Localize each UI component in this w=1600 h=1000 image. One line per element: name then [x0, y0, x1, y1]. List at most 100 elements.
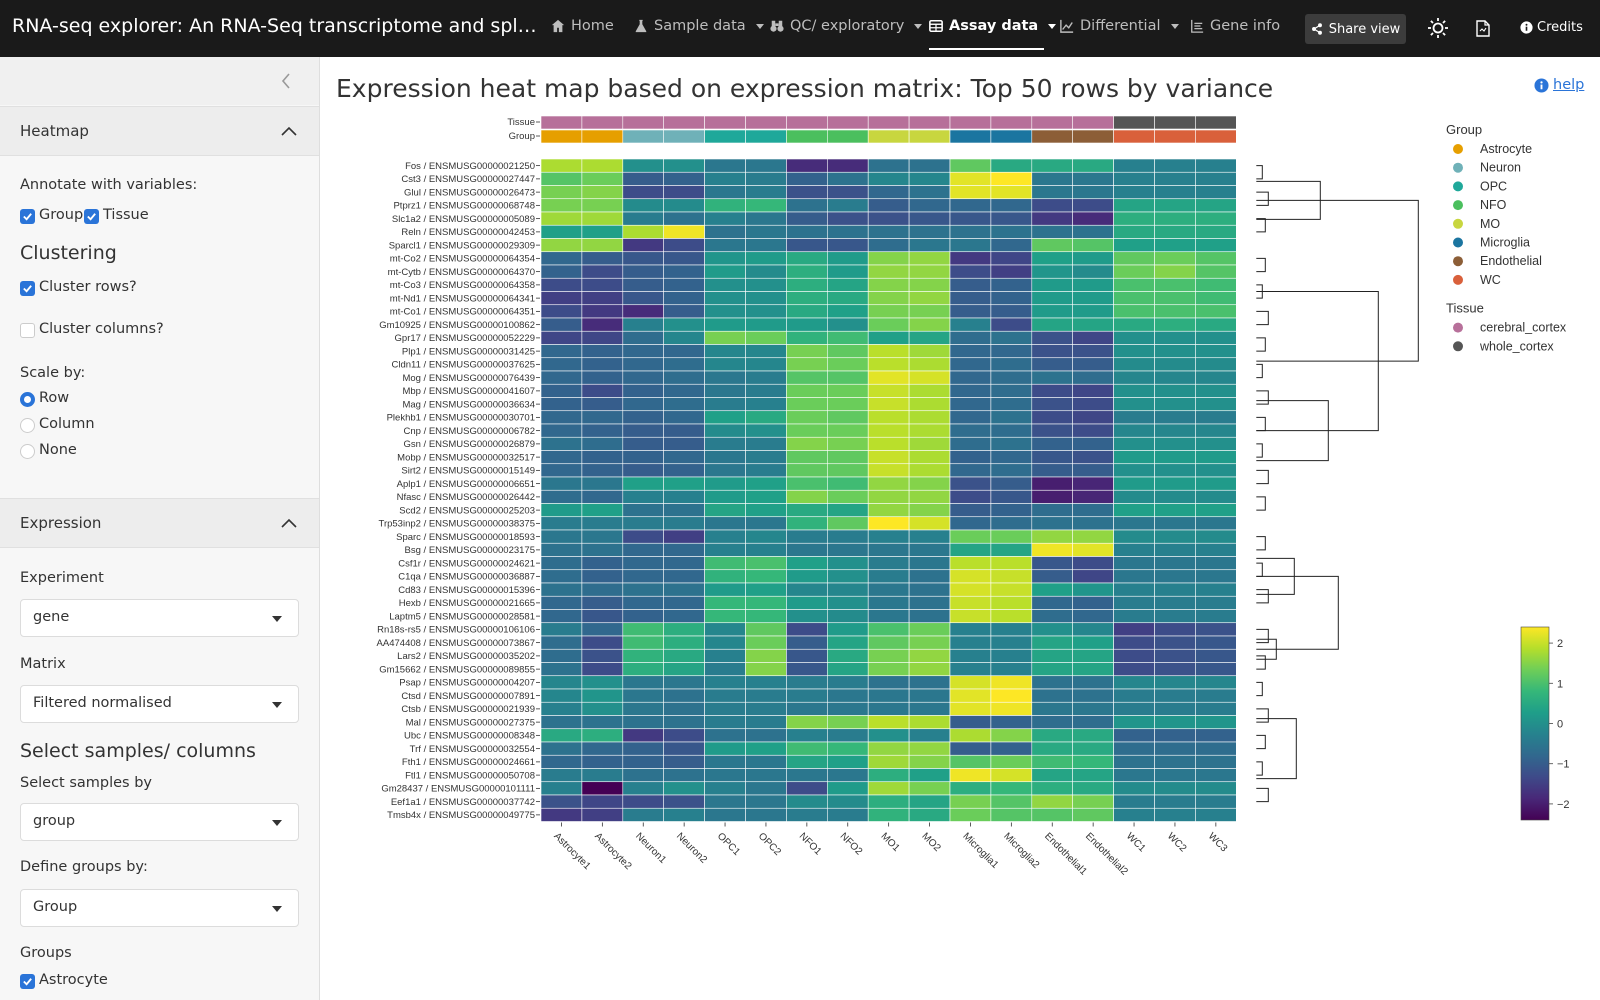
heatmap-cell: [581, 807, 624, 822]
heatmap-cell: [745, 503, 787, 518]
heatmap-cell: [826, 463, 869, 478]
heatmap-cell: [867, 251, 910, 266]
heatmap-cell: [663, 569, 705, 584]
chevron-up-icon: [281, 518, 297, 528]
cluster-columns-checkbox[interactable]: [20, 323, 35, 338]
nav-qc[interactable]: QC/ exploratory: [770, 18, 923, 34]
expression-accordion-header[interactable]: Expression: [0, 498, 319, 548]
nav-sample-data[interactable]: Sample data: [634, 18, 764, 34]
heatmap-cell: [622, 436, 664, 451]
nav-assay-data[interactable]: Assay data: [929, 18, 1057, 34]
heatmap-cell: [949, 675, 992, 690]
heatmap-cell: [786, 556, 828, 571]
select-by-select[interactable]: group: [20, 803, 299, 841]
heatmap-cell: [826, 238, 869, 253]
heatmap-cell: [786, 542, 828, 557]
heatmap-cell: [704, 807, 746, 822]
group-checkbox[interactable]: [20, 209, 35, 224]
heatmap-cell: [908, 304, 951, 319]
heatmap-cell: [867, 688, 910, 703]
heatmap-cell: [908, 423, 951, 438]
heatmap-cell: [704, 463, 746, 478]
scale-row-label: Row: [39, 390, 70, 406]
row-label: mt-Co1 / ENSMUSG00000064351: [390, 307, 535, 318]
help-link[interactable]: help: [1534, 77, 1584, 93]
heatmap-cell: [704, 185, 746, 200]
heatmap-cell: [1195, 330, 1237, 345]
heatmap-cell: [540, 370, 583, 385]
matrix-select[interactable]: Filtered normalised: [20, 685, 299, 723]
credits-button[interactable]: Credits: [1520, 20, 1583, 35]
heatmap-cell: [1072, 622, 1114, 637]
heatmap-plot[interactable]: Tissue Group Fos / ENSMUSG00000021250 Cst3 …: [321, 57, 1600, 1000]
heatmap-cell: [745, 609, 787, 624]
check-icon: [23, 285, 32, 293]
heatmap-cell: [704, 397, 746, 412]
heatmap-accordion-header[interactable]: Heatmap: [0, 106, 319, 156]
heatmap-cell: [540, 317, 583, 332]
heatmap-cell: [745, 595, 787, 610]
file-icon[interactable]: [1476, 20, 1490, 37]
app-title[interactable]: RNA-seq explorer: An RNA-Seq transcripto…: [12, 15, 538, 37]
heatmap-cell: [663, 728, 705, 743]
annotation-track-label: Group: [509, 131, 535, 142]
row-label: Lars2 / ENSMUSG00000035202: [397, 651, 535, 662]
heatmap-cell: [1195, 503, 1237, 518]
astrocyte-checkbox[interactable]: [20, 974, 35, 989]
heatmap-cell: [949, 648, 992, 663]
nav-home[interactable]: Home: [551, 18, 614, 34]
heatmap-cell: [949, 542, 992, 557]
heatmap-cell: [949, 198, 992, 213]
heatmap-cell: [1072, 185, 1114, 200]
heatmap-cell: [663, 622, 705, 637]
heatmap-cell: [1072, 489, 1114, 504]
heatmap-cell: [949, 264, 992, 279]
heatmap-cell: [1154, 582, 1196, 597]
row-label: Eef1a1 / ENSMUSG00000037742: [391, 797, 535, 808]
heatmap-cell: [786, 595, 828, 610]
heatmap-cell: [704, 211, 746, 226]
nav-gene-info[interactable]: Gene info: [1190, 18, 1280, 34]
dendrogram-link: [1256, 199, 1419, 362]
column-label: Endothelial1: [1042, 831, 1089, 878]
nav-differential[interactable]: Differential: [1060, 18, 1179, 34]
heatmap-cell: [1113, 198, 1155, 213]
share-view-button[interactable]: Share view: [1305, 14, 1406, 44]
heatmap-cell: [581, 463, 624, 478]
heatmap-cell: [1195, 807, 1237, 822]
heatmap-cell: [1113, 715, 1155, 730]
experiment-select[interactable]: gene: [20, 599, 299, 637]
scale-row-radio[interactable]: [20, 392, 35, 407]
heatmap-cell: [1031, 754, 1073, 769]
cluster-rows-checkbox[interactable]: [20, 281, 35, 296]
dendrogram-link: [1256, 191, 1269, 206]
heatmap-cell: [540, 185, 583, 200]
heatmap-cell: [990, 503, 1033, 518]
heatmap-cell: [826, 609, 869, 624]
heatmap-cell: [540, 701, 583, 716]
define-groups-select[interactable]: Group: [20, 889, 299, 927]
row-label: Trp53inp2 / ENSMUSG00000038375: [379, 519, 536, 530]
chevron-left-icon[interactable]: [280, 71, 292, 91]
heatmap-cell: [745, 370, 787, 385]
heatmap-cell: [1113, 768, 1155, 783]
heatmap-cell: [1072, 383, 1114, 398]
annotation-cell: [622, 129, 664, 144]
heatmap-cell: [867, 542, 910, 557]
legend-item: cerebral_cortex: [1480, 321, 1567, 335]
heatmap-cell: [1072, 198, 1114, 213]
heatmap-cell: [1113, 410, 1155, 425]
tissue-checkbox[interactable]: [84, 209, 99, 224]
scale-none-radio[interactable]: [20, 444, 35, 459]
heatmap-cell: [704, 291, 746, 306]
heatmap-cell: [908, 688, 951, 703]
heatmap-cell: [663, 397, 705, 412]
heatmap-cell: [663, 595, 705, 610]
heatmap-cell: [826, 304, 869, 319]
table-icon: [929, 19, 943, 33]
row-label: Cldn11 / ENSMUSG00000037625: [392, 360, 535, 371]
sun-icon[interactable]: [1427, 17, 1449, 39]
scale-column-radio[interactable]: [20, 418, 35, 433]
heatmap-cell: [867, 277, 910, 292]
column-label: MO2: [919, 831, 942, 854]
